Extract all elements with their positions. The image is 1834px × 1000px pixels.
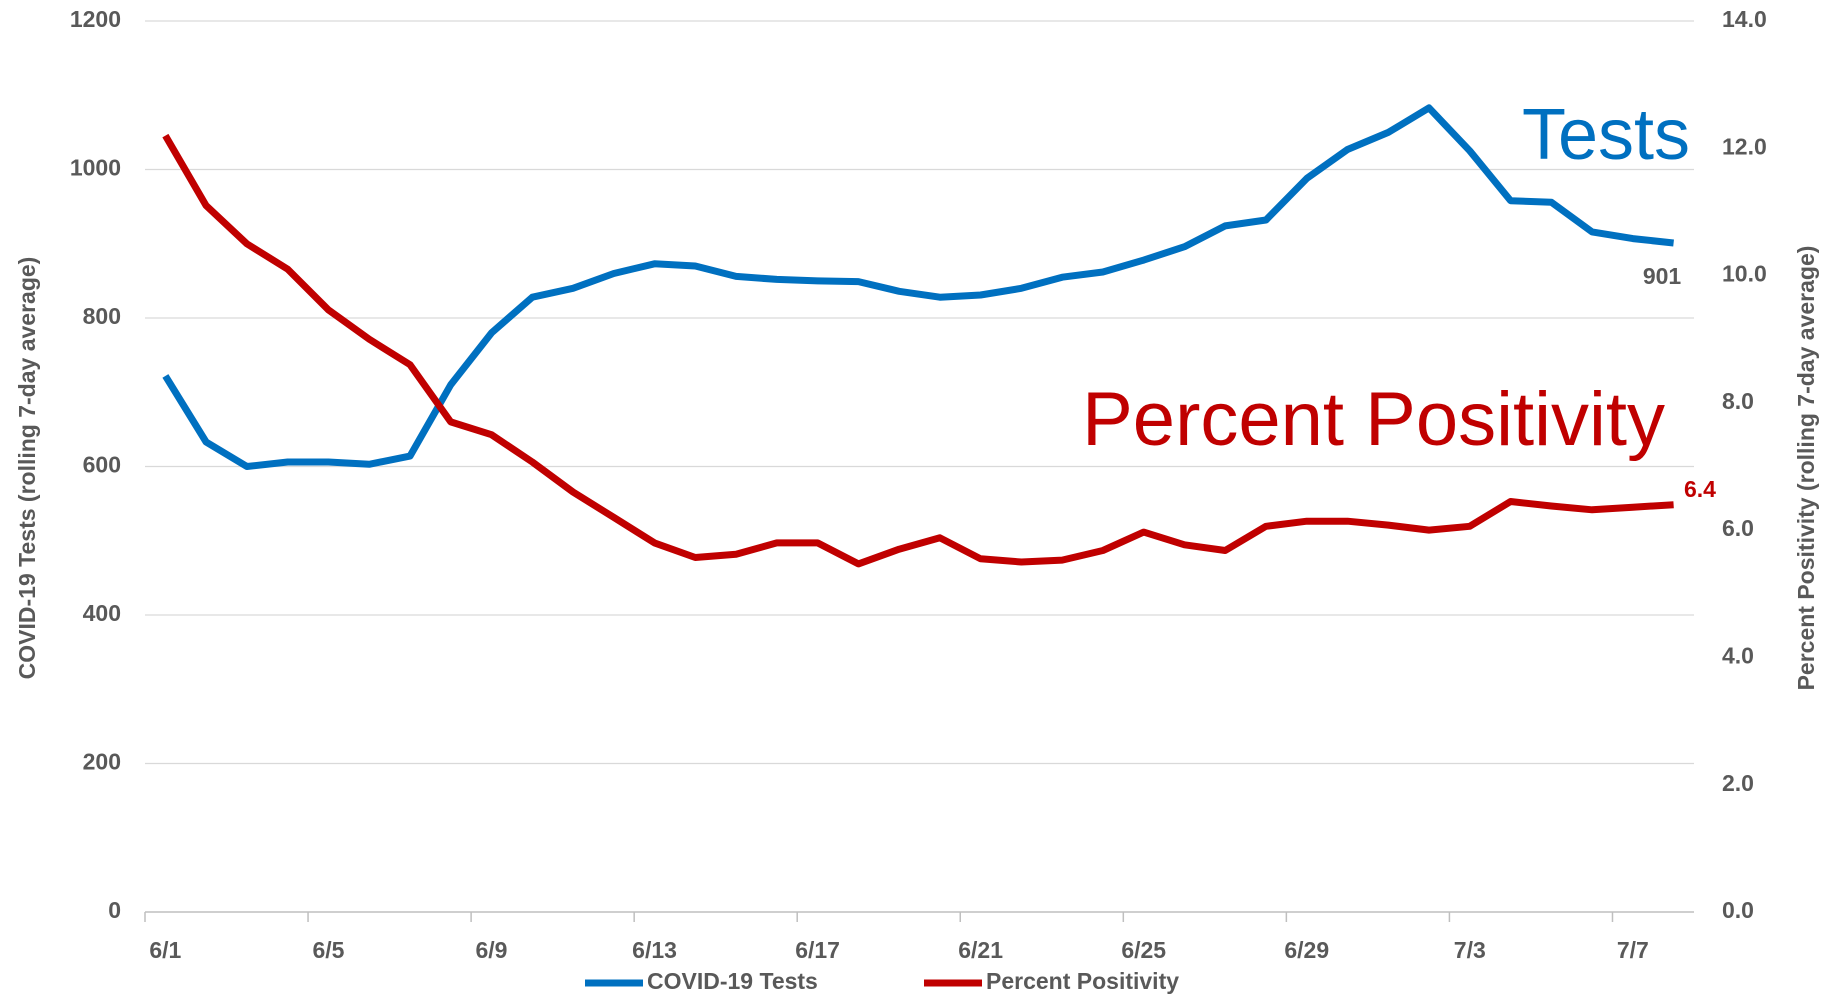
x-tick-label: 6/1 [149,937,181,963]
legend-label: Percent Positivity [986,968,1179,994]
x-tick-label: 7/3 [1454,937,1486,963]
x-tick-label: 6/17 [795,937,840,963]
y-tick-label: 800 [83,303,121,329]
data-label: 901 [1643,263,1682,289]
y2-tick-label: 14.0 [1722,6,1767,32]
y2-tick-label: 0.0 [1722,897,1754,923]
x-tick-label: 6/13 [632,937,677,963]
series-line [162,104,1674,470]
y-tick-label: 400 [83,600,121,626]
annotation: Tests [1522,95,1690,175]
x-tick-label: 6/21 [958,937,1003,963]
y2-tick-label: 10.0 [1722,261,1767,287]
x-tick-label: 6/9 [475,937,507,963]
annotation: Percent Positivity [1082,377,1665,462]
x-tick-label: 6/5 [312,937,344,963]
y2-tick-label: 8.0 [1722,388,1754,414]
legend-label: COVID-19 Tests [647,968,818,994]
y2-tick-label: 6.0 [1722,515,1754,541]
y2-tick-label: 4.0 [1722,643,1754,669]
y-tick-label: 1000 [70,155,121,181]
y-tick-label: 0 [108,897,121,923]
y-tick-label: 200 [83,749,121,775]
y-tick-label: 600 [83,452,121,478]
y-tick-label: 1200 [70,6,121,32]
y2-tick-label: 2.0 [1722,770,1754,796]
x-tick-label: 6/25 [1121,937,1166,963]
y-axis-title: COVID-19 Tests (rolling 7-day average) [14,257,40,680]
data-label: 6.4 [1684,476,1716,502]
y2-axis-title: Percent Positivity (rolling 7-day averag… [1793,246,1819,691]
x-tick-label: 7/7 [1617,937,1649,963]
y2-tick-label: 12.0 [1722,133,1767,159]
x-tick-label: 6/29 [1284,937,1329,963]
series-line [162,133,1674,568]
